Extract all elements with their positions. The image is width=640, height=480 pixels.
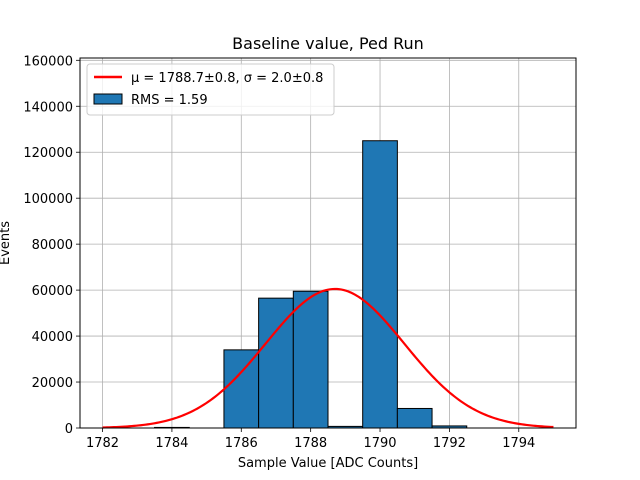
histogram-bar xyxy=(396,407,433,429)
y-tick-label: 0 xyxy=(65,422,73,437)
legend-box xyxy=(86,63,335,116)
x-axis-ticks: 1782 1784 1786 1788 1790 1792 1794 xyxy=(86,428,535,451)
y-tick-label: 100000 xyxy=(23,192,73,207)
x-tick-label: 1788 xyxy=(294,436,327,451)
y-tick-label: 20000 xyxy=(32,376,73,391)
histogram-bar xyxy=(223,349,260,429)
y-tick-label: 80000 xyxy=(32,238,73,253)
x-tick-label: 1794 xyxy=(502,436,535,451)
chart-title: Baseline value, Ped Run xyxy=(232,34,424,53)
y-tick-label: 140000 xyxy=(23,100,73,115)
y-tick-label: 120000 xyxy=(23,146,73,161)
y-tick-label: 60000 xyxy=(32,284,73,299)
x-tick-label: 1792 xyxy=(433,436,466,451)
histogram-bar xyxy=(258,297,294,429)
y-axis-ticks: 0 20000 40000 60000 80000 100000 120000 140000 1… xyxy=(23,54,80,437)
histogram-bar xyxy=(292,290,329,429)
histogram-bar xyxy=(362,140,398,429)
x-axis-label: Sample Value [ADC Counts] xyxy=(238,456,418,471)
x-tick-label: 1784 xyxy=(155,436,188,451)
x-tick-label: 1790 xyxy=(363,436,396,451)
y-tick-label: 40000 xyxy=(32,330,73,345)
y-axis-label: Events xyxy=(0,221,13,265)
legend-histogram-label: RMS = 1.59 xyxy=(131,93,208,108)
fit-curve-layer xyxy=(102,287,554,429)
x-tick-label: 1782 xyxy=(86,436,119,451)
y-tick-label: 160000 xyxy=(23,54,73,69)
legend-histogram-swatch xyxy=(93,93,123,105)
legend-fit-label: μ = 1788.7±0.8, σ = 2.0±0.8 xyxy=(131,71,323,86)
plot-frame xyxy=(79,57,577,429)
x-tick-label: 1786 xyxy=(225,436,258,451)
legend: μ = 1788.7±0.8, σ = 2.0±0.8 RMS = 1.59 xyxy=(86,63,335,116)
gaussian-fit-curve xyxy=(102,287,554,429)
histogram-bars xyxy=(154,140,468,429)
